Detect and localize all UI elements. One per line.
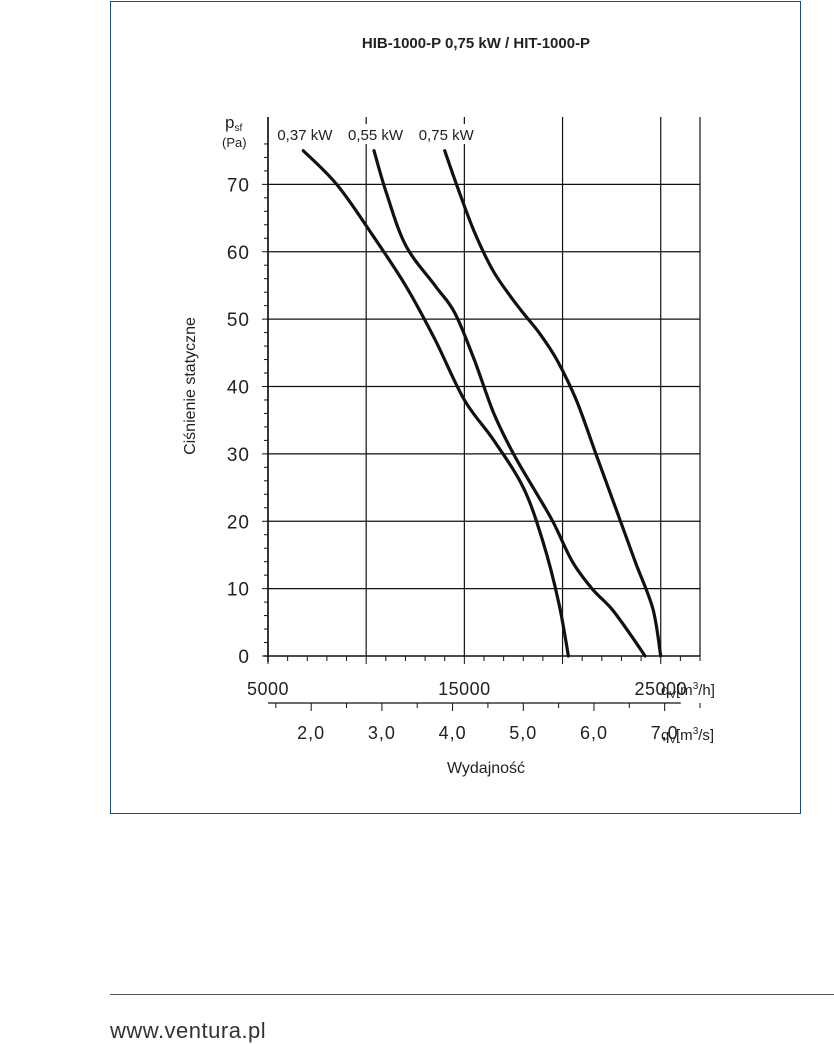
y-unit-symbol-sub: sf: [234, 123, 242, 134]
chart-title: HIB-1000-P 0,75 kW / HIT-1000-P: [362, 35, 590, 52]
series-line-3: [443, 149, 663, 658]
y-tick-label: 20: [227, 512, 250, 533]
x-unit-primary-after: /h]: [698, 682, 715, 699]
y-axis-title: Ciśnienie statyczne: [182, 317, 199, 455]
y-tick-label: 30: [227, 445, 250, 466]
series-line-2: [372, 149, 647, 658]
x-axis-title: Wydajność: [447, 760, 525, 777]
y-unit-symbol-p: p: [225, 113, 234, 132]
x-secondary-tick-label: 2,0: [297, 723, 325, 743]
x-secondary-tick-label: 6,0: [580, 723, 608, 743]
labels: 0 10 20 30 40 50 60 70 5000 15000 25000 2,0 3,0 4,0 5,…: [227, 124, 687, 743]
series-line-1: [301, 149, 570, 658]
grid: [264, 117, 701, 662]
x-unit-secondary: qV[m3/s]: [661, 726, 714, 746]
y-tick-label: 50: [227, 310, 250, 331]
series-label-bg: [416, 124, 487, 144]
x-tick-label: 5000: [247, 679, 289, 699]
fan-performance-chart: HIB-1000-P 0,75 kW / HIT-1000-P psf (Pa)…: [182, 35, 715, 777]
series-label-bg: [275, 124, 346, 144]
y-tick-label: 0: [238, 647, 250, 668]
series: [301, 149, 663, 658]
x-unit-primary-q: q: [661, 682, 669, 699]
x-secondary-tick-label: 3,0: [368, 723, 396, 743]
x-secondary-tick-label: 7,0: [651, 723, 679, 743]
x-tick-label: 15000: [438, 679, 491, 699]
x-secondary-tick-label: 4,0: [439, 723, 467, 743]
x-unit-secondary-q: q: [661, 727, 669, 744]
x-unit-primary-before: [m: [676, 682, 693, 699]
ticks: [262, 143, 701, 711]
y-unit-label: (Pa): [222, 135, 247, 150]
series-label-2: 0,55 kW: [348, 127, 404, 144]
footer-url[interactable]: www.ventura.pl: [110, 1018, 267, 1043]
x-unit-primary: qV[m3/h]: [661, 681, 715, 701]
y-tick-label: 60: [227, 243, 250, 264]
x-unit-primary-sub: V: [669, 690, 676, 701]
x-tick-label: 25000: [634, 679, 687, 699]
y-unit-symbol: psf: [225, 113, 242, 134]
x-unit-secondary-before: [m: [676, 727, 693, 744]
series-label-bg: [346, 124, 417, 144]
x-unit-secondary-sup: 3: [693, 726, 699, 737]
footer-divider: [110, 994, 834, 995]
y-tick-label: 40: [227, 378, 250, 399]
chart-frame: HIB-1000-P 0,75 kW / HIT-1000-P psf (Pa)…: [110, 1, 801, 814]
series-label-3: 0,75 kW: [419, 127, 475, 144]
y-tick-label: 10: [227, 580, 250, 601]
y-tick-label: 70: [227, 175, 250, 196]
x-unit-primary-sup: 3: [693, 681, 699, 692]
series-label-1: 0,37 kW: [277, 127, 333, 144]
x-secondary-tick-label: 5,0: [509, 723, 537, 743]
x-unit-secondary-sub: V: [669, 735, 676, 746]
x-unit-secondary-after: /s]: [698, 727, 714, 744]
